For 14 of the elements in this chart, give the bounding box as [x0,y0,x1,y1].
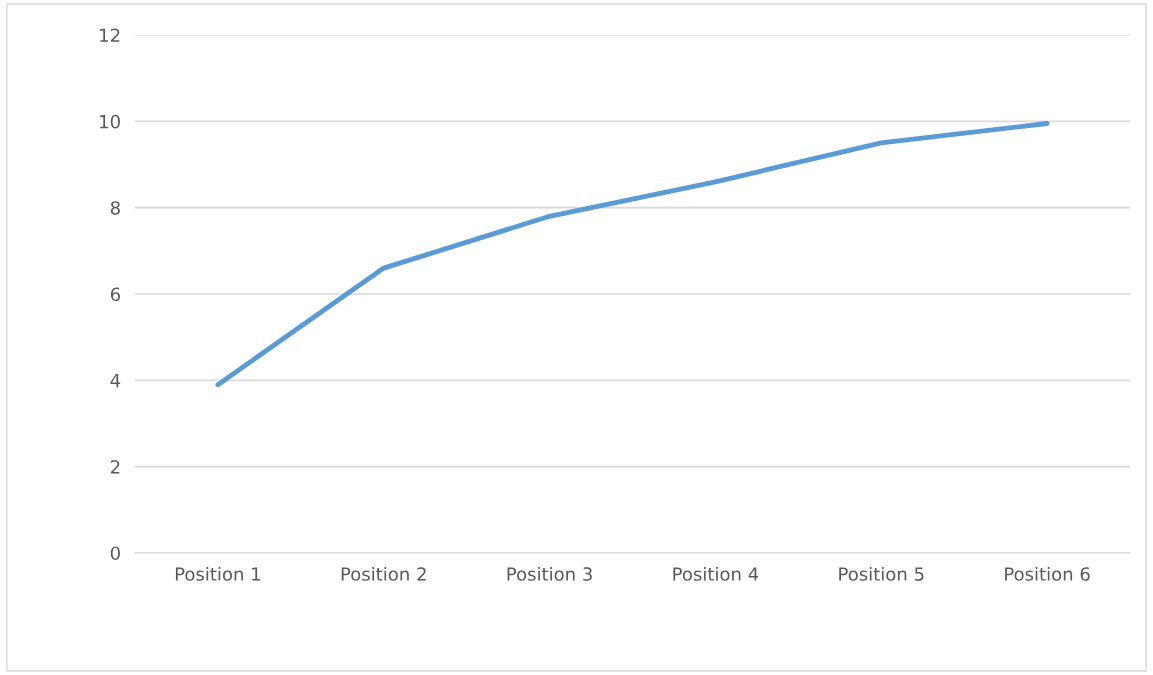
x-tick-label: Position 4 [673,566,759,581]
y-tick-label: 12 [100,28,120,42]
y-tick-label: 6 [110,287,120,302]
y-tick-label: 0 [110,546,120,561]
x-tick-label: Position 5 [839,566,924,581]
line-series [215,121,1050,388]
x-tick-label: Position 6 [1005,566,1090,581]
y-tick-label: 4 [110,374,121,388]
x-tick-label: Position 1 [175,566,261,581]
x-tick-label: Position 2 [341,566,426,581]
y-tick-label: 8 [110,201,120,215]
y-tick-label: 10 [100,114,120,129]
x-tick-label: Position 3 [507,566,592,581]
y-tick-label: 2 [110,460,120,474]
